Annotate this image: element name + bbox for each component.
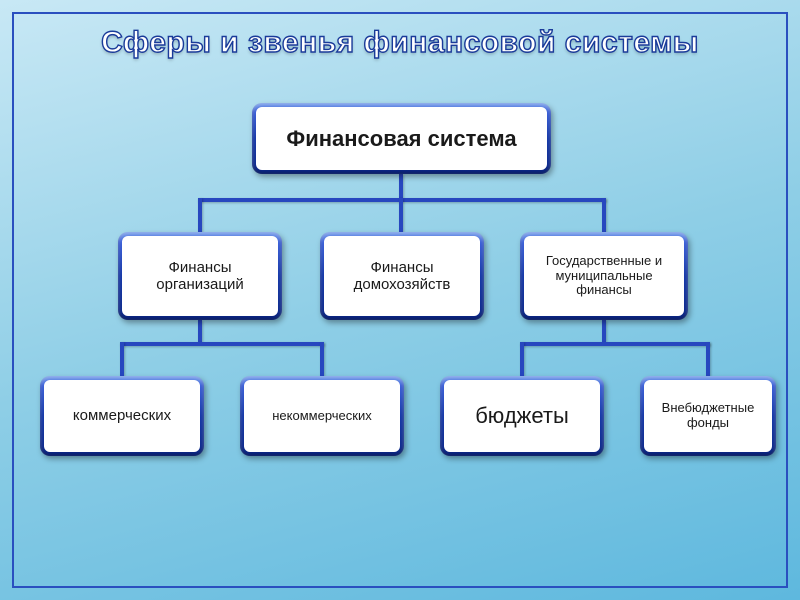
node-house: Финансы домохозяйств <box>320 232 484 320</box>
node-comm: коммерческих <box>40 376 204 456</box>
diagram-title: Сферы и звенья финансовой системы <box>0 26 800 60</box>
connector <box>399 198 403 232</box>
node-noncomm: некоммерческих <box>240 376 404 456</box>
node-root: Финансовая система <box>252 103 551 174</box>
connector <box>520 342 524 376</box>
node-label: коммерческих <box>44 380 200 452</box>
node-label: Финансы домохозяйств <box>324 236 480 316</box>
connector <box>198 198 202 232</box>
node-label: бюджеты <box>444 380 600 452</box>
connector <box>120 342 124 376</box>
connector <box>399 174 403 198</box>
connector <box>602 320 606 342</box>
node-label: Государственные и муниципальные финансы <box>524 236 684 316</box>
connector <box>602 198 606 232</box>
diagram-canvas: Сферы и звенья финансовой системы Финанс… <box>0 0 800 600</box>
node-label: Внебюджетные фонды <box>644 380 772 452</box>
connector <box>520 342 710 346</box>
node-gov: Государственные и муниципальные финансы <box>520 232 688 320</box>
connector <box>198 320 202 342</box>
connector <box>706 342 710 376</box>
node-label: Финансовая система <box>256 107 547 170</box>
node-label: Финансы организаций <box>122 236 278 316</box>
node-orgs: Финансы организаций <box>118 232 282 320</box>
connector <box>120 342 324 346</box>
connector <box>320 342 324 376</box>
node-budget: бюджеты <box>440 376 604 456</box>
node-extra: Внебюджетные фонды <box>640 376 776 456</box>
node-label: некоммерческих <box>244 380 400 452</box>
